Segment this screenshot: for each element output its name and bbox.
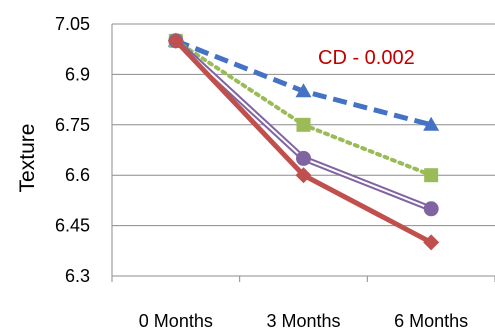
y-tick-label: 6.6 bbox=[65, 165, 90, 185]
data-point-square bbox=[296, 117, 311, 132]
data-point-square bbox=[424, 168, 439, 183]
y-tick-label: 6.9 bbox=[65, 64, 90, 84]
x-tick-label: 6 Months bbox=[394, 311, 468, 331]
data-point-circle bbox=[423, 201, 439, 217]
data-point-triangle bbox=[295, 83, 312, 98]
y-tick-label: 6.45 bbox=[55, 216, 90, 236]
y-axis-title: Texture bbox=[16, 124, 39, 193]
y-tick-label: 7.05 bbox=[55, 14, 90, 34]
data-point-diamond bbox=[423, 234, 440, 251]
x-tick-label: 3 Months bbox=[266, 311, 340, 331]
series-4 bbox=[167, 32, 440, 251]
series bbox=[167, 32, 440, 251]
data-point-triangle bbox=[423, 116, 440, 131]
y-tick-label: 6.75 bbox=[55, 115, 90, 135]
annotation-label: CD - 0.002 bbox=[318, 47, 415, 69]
y-tick-label: 6.3 bbox=[65, 266, 90, 286]
x-tick-label: 0 Months bbox=[139, 311, 213, 331]
series-line bbox=[173, 39, 433, 245]
data-point-diamond bbox=[295, 167, 312, 184]
axes: 7.05 6.9 6.75 6.6 6.45 6.3 0 Months 3 Months 6 M… bbox=[55, 14, 495, 331]
data-point-diamond bbox=[167, 32, 184, 49]
grid bbox=[112, 23, 495, 277]
data-point-circle bbox=[296, 150, 311, 166]
